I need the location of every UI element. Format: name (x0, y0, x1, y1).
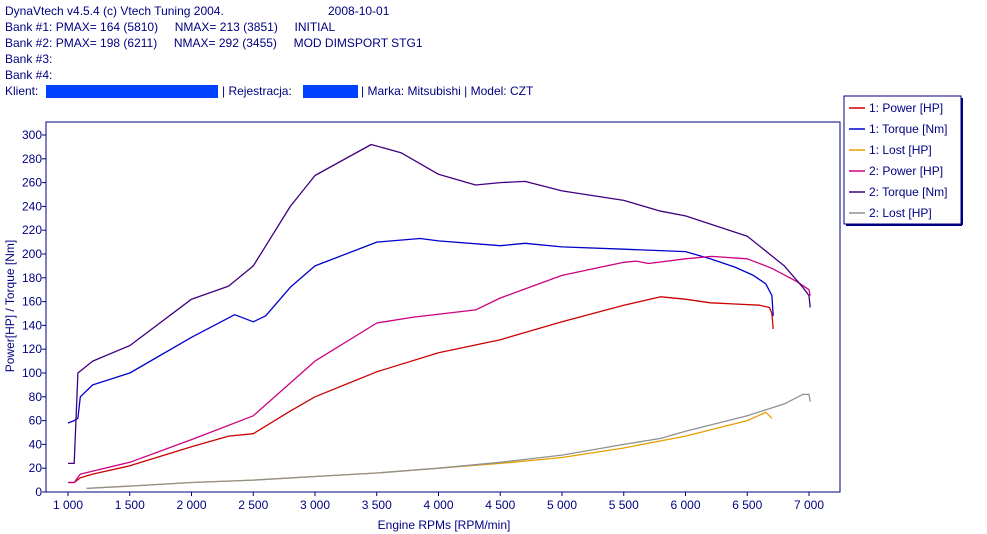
legend-box (843, 95, 962, 225)
x-tick-label: 4 500 (485, 498, 515, 512)
marka-model-info: | Marka: Mitsubishi | Model: CZT (361, 84, 534, 98)
x-tick-label: 5 000 (547, 498, 577, 512)
bank-4-info: Bank #4: (5, 68, 53, 82)
x-tick-label: 6 500 (732, 498, 762, 512)
y-tick-label: 120 (22, 342, 42, 356)
app-title: DynaVtech v4.5.4 (c) Vtech Tuning 2004. (5, 4, 224, 18)
x-tick-label: 1 500 (115, 498, 145, 512)
test-date: 2008-10-01 (328, 4, 390, 18)
y-axis-label: Power[HP] / Torque [Nm] (3, 240, 17, 373)
bank-1-info: Bank #1: PMAX= 164 (5810) NMAX= 213 (385… (5, 20, 336, 34)
plot-area (45, 121, 841, 493)
rejestracja-redaction (303, 85, 358, 98)
y-tick-label: 80 (29, 390, 43, 404)
x-tick-label: 1 000 (53, 498, 83, 512)
y-tick-label: 0 (35, 485, 42, 499)
series-line-1-torque-nm (67, 237, 774, 424)
plot-border (45, 121, 841, 493)
y-tick-label: 300 (22, 128, 42, 142)
x-tick-label: 7 000 (794, 498, 824, 512)
legend-entry: 2: Lost [HP] (869, 206, 932, 220)
y-tick-label: 260 (22, 176, 42, 190)
y-tick-label: 60 (29, 414, 43, 428)
x-tick-label: 2 500 (238, 498, 268, 512)
x-tick-label: 6 000 (670, 498, 700, 512)
x-tick-label: 2 000 (176, 498, 206, 512)
y-tick-label: 40 (29, 437, 43, 451)
series-lines (67, 143, 811, 490)
klient-redaction (46, 85, 218, 98)
y-tick-label: 100 (22, 366, 42, 380)
x-axis-ticks: 1 000 1 500 2 000 2 500 3 000 3 500 4 000 4 500… (53, 492, 824, 512)
legend-entry: 2: Torque [Nm] (869, 185, 947, 199)
bank-2-info: Bank #2: PMAX= 198 (6211) NMAX= 292 (345… (5, 36, 423, 50)
rejestracja-label: | Rejestracja: (222, 84, 292, 98)
legend-entry: 1: Lost [HP] (869, 143, 932, 157)
x-tick-label: 3 500 (362, 498, 392, 512)
y-tick-label: 160 (22, 295, 42, 309)
y-axis-ticks: 0 20 40 60 80 100 120 140 160 180 200 220 240 260 280 3… (22, 128, 46, 499)
klient-label: Klient: (5, 84, 39, 98)
y-tick-label: 20 (29, 461, 43, 475)
y-tick-label: 140 (22, 318, 42, 332)
series-line-2-lost-hp (86, 393, 811, 490)
x-tick-label: 3 000 (300, 498, 330, 512)
y-tick-label: 240 (22, 199, 42, 213)
legend-entry: 1: Power [HP] (869, 101, 943, 115)
x-axis-label: Engine RPMs [RPM/min] (378, 518, 511, 532)
series-line-2-torque-nm (68, 143, 811, 465)
series-line-1-power-hp (68, 296, 774, 484)
legend-entry: 1: Torque [Nm] (869, 122, 947, 136)
legend-entry: 2: Power [HP] (869, 164, 943, 178)
y-tick-label: 280 (22, 152, 42, 166)
x-tick-label: 4 000 (423, 498, 453, 512)
y-tick-label: 200 (22, 247, 42, 261)
legend: 1: Power [HP] 1: Torque [Nm] 1: Lost [HP] 2… (843, 95, 963, 226)
y-tick-label: 180 (22, 271, 42, 285)
y-tick-label: 220 (22, 223, 42, 237)
series-line-2-power-hp (68, 255, 811, 484)
x-tick-label: 5 500 (609, 498, 639, 512)
plot-background (46, 122, 840, 492)
bank-3-info: Bank #3: (5, 52, 53, 66)
